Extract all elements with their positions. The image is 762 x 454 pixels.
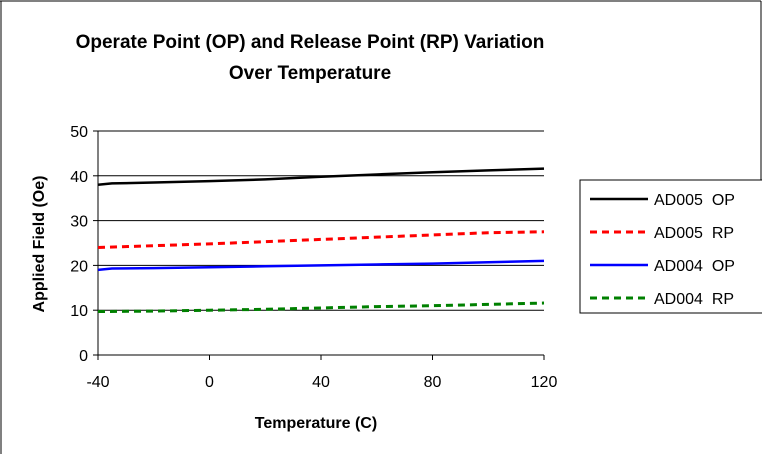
y-tick-label: 40 xyxy=(70,169,88,186)
y-tick-label: 20 xyxy=(70,258,88,275)
y-tick-label: 30 xyxy=(70,214,88,231)
legend-label-2: AD004 OP xyxy=(654,258,735,275)
legend-label-3: AD004 RP xyxy=(654,291,734,308)
legend: AD005 OP AD005 RP AD004 OP AD004 RP xyxy=(579,179,762,314)
series-line-2 xyxy=(97,259,545,272)
y-tick-label: 50 xyxy=(70,124,88,141)
chart-subtitle: Over Temperature xyxy=(229,63,391,84)
series-lines xyxy=(97,167,545,314)
y-axis-title: Applied Field (Oe) xyxy=(31,176,48,313)
x-axis-title: Temperature (C) xyxy=(255,415,377,432)
x-tick-label: -40 xyxy=(86,374,109,391)
series-line-0 xyxy=(97,167,545,187)
series-line-3 xyxy=(97,301,545,314)
y-tick-label: 10 xyxy=(70,303,88,320)
x-tick-label: 0 xyxy=(205,374,214,391)
chart-title: Operate Point (OP) and Release Point (RP… xyxy=(76,32,545,53)
x-tick-labels: -40 0 40 80 120 xyxy=(86,355,557,391)
legend-label-0: AD005 OP xyxy=(654,192,735,209)
x-tick-label: 120 xyxy=(531,374,558,391)
y-tick-label: 0 xyxy=(79,348,88,365)
y-tick-labels: 0 10 20 30 40 50 xyxy=(70,124,98,365)
legend-label-1: AD005 RP xyxy=(654,225,734,242)
grid-lines xyxy=(98,130,544,311)
series-line-1 xyxy=(97,230,545,249)
x-tick-label: 80 xyxy=(424,374,442,391)
axes xyxy=(97,131,544,356)
x-tick-label: 40 xyxy=(312,374,330,391)
legend-box xyxy=(579,179,762,314)
